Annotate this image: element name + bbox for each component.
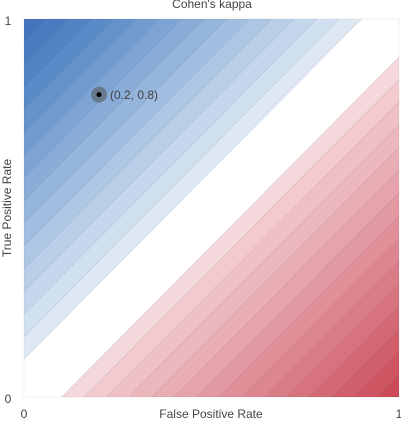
chart-title: Cohen's kappa [172, 0, 252, 11]
x-tick-label: 1 [396, 407, 401, 421]
contour-band [23, 18, 48, 43]
x-axis-label: False Positive Rate [159, 407, 263, 421]
y-axis-label: True Positive Rate [0, 159, 14, 258]
x-tick-label: 0 [21, 407, 28, 421]
point-label: (0.2, 0.8) [110, 88, 158, 102]
point [96, 92, 102, 98]
y-tick-label: 0 [5, 392, 12, 406]
y-tick-label: 1 [5, 14, 12, 28]
